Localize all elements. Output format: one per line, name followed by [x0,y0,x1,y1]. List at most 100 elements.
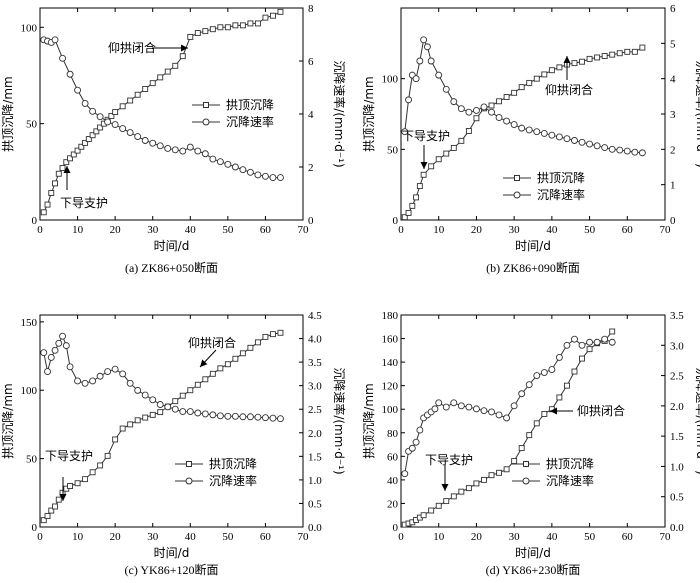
data-point-circle [431,405,439,413]
annotation-label: 下导支护 [45,449,93,463]
y-right-tick-label: 3.5 [308,357,322,369]
data-point-circle [179,408,187,416]
x-tick-label: 40 [185,531,197,543]
y-right-tick-label: 3.0 [670,340,684,352]
data-point-square [616,50,623,57]
plot-frame [39,314,304,528]
data-point-square [277,8,284,15]
data-point-circle [442,403,450,411]
data-point-square [104,452,111,459]
data-point-circle [480,407,488,415]
data-point-circle [488,108,495,116]
y-left-tick-label: 50 [26,119,38,131]
data-point-square [409,202,416,209]
data-point-circle [96,372,104,380]
data-point-square [413,194,420,201]
series-line-square [43,332,281,521]
x-tick-label: 40 [546,531,558,543]
x-tick-label: 10 [72,531,84,543]
y-left-tick-label: 140 [382,357,399,369]
data-point-square [232,355,239,362]
data-point-circle [540,369,548,376]
x-tick-label: 0 [398,531,404,543]
data-point-square [458,488,465,495]
data-point-square [420,512,427,519]
data-point-circle [510,121,518,129]
y-right-tick-label: 2 [308,162,314,174]
data-point-square [67,483,74,489]
data-point-circle [186,143,194,151]
legend-marker-square [203,102,209,108]
data-point-square [164,68,171,75]
data-point-square [194,381,201,388]
data-point-square [224,24,231,31]
data-point-circle [40,349,48,357]
data-point-circle [119,125,127,133]
data-point-circle [59,332,66,340]
legend-label: 沉降速率 [226,114,274,129]
legend-label: 沉降速率 [209,473,257,488]
data-point-circle [510,402,518,410]
legend-marker-square [186,461,192,467]
y-right-tick-label: 3.0 [308,381,322,393]
data-point-square [119,103,126,110]
data-point-square [209,26,216,33]
y-right-tick-label: 4 [670,74,676,86]
data-point-square [586,346,593,353]
data-point-square [59,165,66,171]
data-point-square [473,115,480,122]
y-right-tick-label: 8 [308,3,314,15]
data-point-circle [62,342,70,350]
data-point-square [247,20,254,27]
data-point-circle [201,150,209,158]
data-point-square [609,328,616,335]
data-point-circle [74,377,82,385]
data-point-square [82,476,89,483]
data-point-circle [96,113,104,121]
data-point-square [401,214,408,221]
data-point-square [503,466,510,473]
data-point-square [443,150,450,157]
x-tick-label: 10 [72,224,84,236]
data-point-circle [472,405,480,413]
data-point-square [44,201,51,208]
data-point-circle [401,128,409,136]
data-point-circle [472,107,480,114]
y-left-tick-label: 0 [393,522,399,534]
y-left-tick-label: 20 [387,498,399,510]
data-point-circle [254,171,262,179]
data-point-circle [586,338,594,346]
data-point-circle [254,413,262,421]
data-point-square [269,12,276,19]
data-point-square [108,112,115,119]
data-point-square [217,365,224,372]
data-point-square [450,493,457,500]
data-point-circle [601,335,609,343]
series-line-circle [43,39,281,179]
data-point-square [89,132,96,139]
x-tick-label: 10 [433,531,445,543]
data-point-circle [533,128,541,136]
data-point-square [202,376,209,383]
y-left-tick-label: 100 [21,22,38,34]
data-point-square [40,209,47,216]
data-point-circle [156,142,164,150]
data-point-circle [134,386,142,394]
x-tick-label: 50 [584,531,596,543]
x-tick-label: 0 [398,224,404,236]
data-point-circle [277,415,284,423]
data-point-square [74,480,81,487]
y-right-tick-label: 6 [670,3,676,15]
data-point-circle [408,444,416,452]
data-point-circle [269,414,277,422]
y-left-tick-label: 100 [382,404,399,416]
y-left-tick-label: 0 [393,215,399,227]
data-point-square [217,24,224,31]
y-left-tick-label: 150 [21,317,38,329]
data-point-circle [416,57,424,65]
data-point-square [473,480,480,487]
data-point-square [89,469,96,476]
series-line-square [43,11,281,213]
data-point-square [496,98,503,105]
y-left-tick-label: 100 [21,385,38,397]
